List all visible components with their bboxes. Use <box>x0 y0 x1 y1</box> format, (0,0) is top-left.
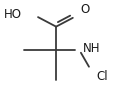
Text: NH: NH <box>83 42 100 55</box>
Text: Cl: Cl <box>96 69 108 83</box>
Text: HO: HO <box>4 8 22 22</box>
Text: O: O <box>80 3 89 16</box>
